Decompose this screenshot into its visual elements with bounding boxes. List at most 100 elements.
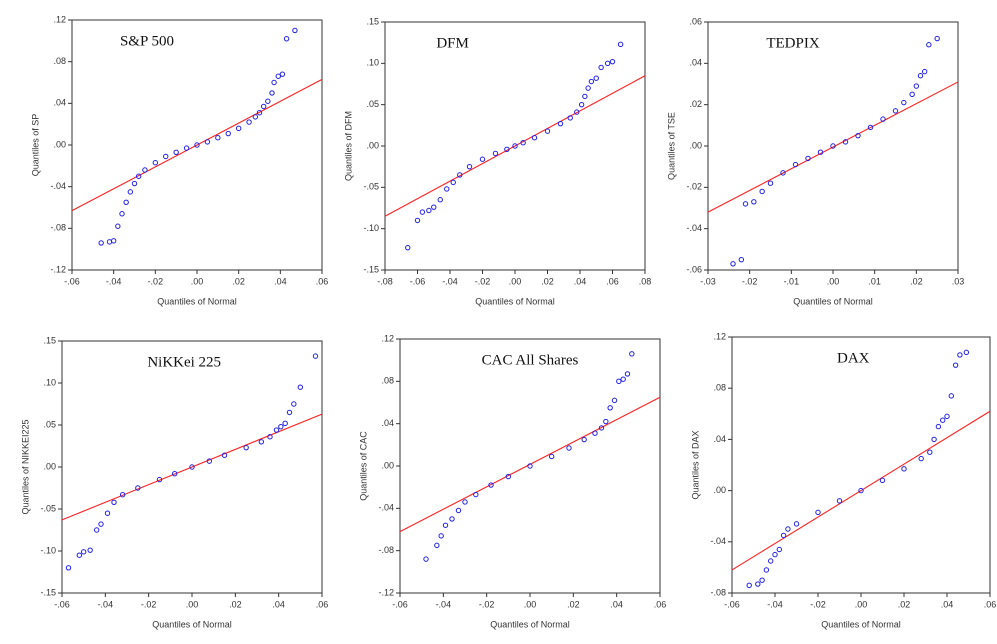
- y-axis-label: Quantiles of NIKKEI225: [20, 419, 30, 514]
- y-tick-label: .04: [713, 434, 726, 444]
- y-tick-label: .08: [381, 376, 394, 386]
- data-point: [256, 110, 263, 116]
- data-point: [156, 476, 163, 483]
- y-tick-label: -.10: [363, 223, 379, 233]
- x-tick-label: -.02: [141, 599, 157, 609]
- data-point: [215, 135, 221, 141]
- data-point: [620, 376, 626, 382]
- y-tick-label: .00: [689, 140, 702, 150]
- x-tick-label: -.06: [410, 276, 426, 286]
- data-point: [957, 352, 963, 358]
- x-tick-label: -.04: [767, 599, 783, 609]
- data-point: [457, 172, 463, 178]
- data-point: [751, 199, 757, 205]
- y-tick-label: .05: [43, 419, 56, 429]
- data-point: [131, 180, 138, 187]
- data-point: [271, 79, 277, 86]
- data-point: [127, 189, 134, 195]
- data-point: [755, 581, 761, 587]
- data-point: [173, 149, 179, 155]
- data-point: [479, 156, 486, 162]
- y-tick-label: .06: [689, 16, 702, 26]
- x-tick-label: .04: [574, 276, 587, 286]
- data-point: [431, 204, 437, 210]
- x-tick-label: .04: [274, 276, 287, 286]
- data-point: [442, 522, 449, 528]
- data-point: [624, 371, 631, 377]
- x-tick-label: -.06: [54, 599, 70, 609]
- y-tick-label: .00: [43, 461, 56, 471]
- plot-frame: [399, 338, 661, 594]
- x-tick-label: -.04: [442, 276, 458, 286]
- x-axis-label: Quantiles of Normal: [152, 619, 232, 629]
- data-point: [504, 146, 510, 153]
- data-point: [557, 120, 564, 127]
- data-point: [592, 430, 598, 436]
- plot-frame: [707, 21, 959, 271]
- data-point: [449, 516, 455, 522]
- data-point: [119, 211, 125, 217]
- data-point: [520, 139, 526, 146]
- data-point: [836, 498, 843, 504]
- y-tick-label: -.08: [50, 223, 66, 233]
- data-point: [746, 582, 752, 589]
- x-axis-label: Quantiles of Normal: [821, 619, 901, 629]
- x-tick-label: -.02: [148, 276, 164, 286]
- y-tick-label: -.08: [710, 587, 726, 597]
- x-tick-label: -.04: [436, 599, 452, 609]
- x-tick-label: -.06: [392, 599, 408, 609]
- x-tick-label: .00: [524, 599, 537, 609]
- x-tick-label: .04: [272, 599, 285, 609]
- data-point: [892, 108, 899, 114]
- data-point: [780, 532, 787, 539]
- data-point: [598, 425, 605, 431]
- y-tick-label: -.04: [710, 536, 726, 546]
- data-point: [582, 93, 588, 100]
- data-point: [283, 36, 290, 42]
- y-tick-label: -.04: [686, 223, 702, 233]
- data-point: [434, 542, 440, 549]
- data-point: [935, 423, 942, 430]
- data-point: [405, 244, 411, 251]
- x-tick-label: .06: [984, 599, 997, 609]
- y-tick-label: .04: [381, 418, 394, 428]
- data-point: [221, 452, 228, 458]
- data-point: [123, 199, 129, 205]
- y-tick-label: .10: [43, 377, 56, 387]
- panel-title: S&P 500: [120, 33, 174, 49]
- data-point: [110, 238, 117, 244]
- data-point: [785, 526, 791, 532]
- data-point: [163, 153, 169, 160]
- data-point: [282, 420, 288, 427]
- data-point: [111, 499, 117, 505]
- y-axis-label: Quantiles of CAC: [358, 431, 368, 501]
- data-point: [772, 551, 778, 558]
- y-axis-label: Quantiles of DAX: [690, 430, 700, 499]
- data-point: [269, 90, 275, 96]
- x-tick-label: .00: [855, 599, 868, 609]
- reference-line: [707, 81, 959, 213]
- data-point: [948, 393, 954, 399]
- data-point: [252, 114, 259, 120]
- x-tick-label: .02: [898, 599, 911, 609]
- data-point: [842, 139, 849, 145]
- data-point: [588, 78, 595, 85]
- x-tick-label: -.01: [784, 276, 800, 286]
- y-tick-label: .00: [713, 485, 726, 495]
- y-tick-label: -.06: [686, 264, 702, 274]
- plot-frame: [731, 336, 991, 594]
- data-point: [607, 405, 613, 411]
- y-tick-label: -.15: [40, 587, 56, 597]
- data-point: [901, 466, 907, 472]
- data-point: [909, 91, 915, 98]
- data-point: [574, 109, 580, 115]
- data-point: [855, 132, 861, 139]
- y-tick-label: .12: [381, 333, 394, 343]
- y-tick-label: .02: [689, 99, 702, 109]
- data-point: [913, 83, 920, 89]
- data-point: [235, 125, 242, 132]
- y-tick-label: .00: [381, 460, 394, 470]
- data-point: [578, 101, 585, 108]
- data-point: [426, 207, 432, 214]
- y-tick-label: .00: [366, 140, 379, 150]
